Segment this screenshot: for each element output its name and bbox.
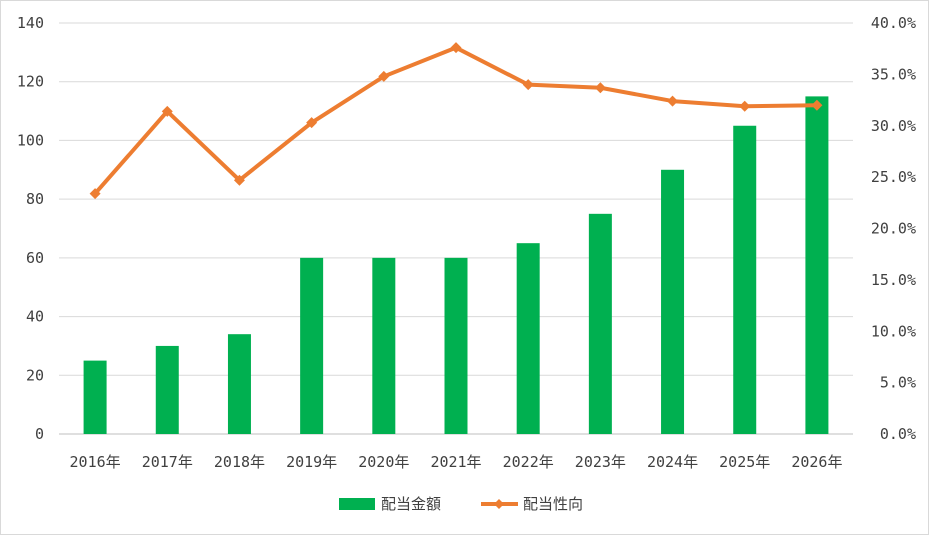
legend-bar-swatch [339, 498, 375, 510]
y-right-tick-label: 35.0% [871, 65, 916, 83]
line-point-marker [161, 105, 173, 117]
bar-series [83, 96, 829, 435]
line-point-marker [522, 79, 534, 91]
x-tick-label: 2020年 [358, 453, 409, 471]
x-tick-label: 2022年 [503, 453, 554, 471]
x-tick-label: 2017年 [142, 453, 193, 471]
y-left-tick-label: 80 [26, 190, 44, 208]
bar [661, 169, 685, 435]
bar [372, 257, 396, 434]
bar [444, 257, 468, 434]
axis-labels: 0 20 40 60 80 100 120 140 0.0% 5.0% 10.0% 15.0% 20.0… [17, 14, 916, 471]
line-point-marker [667, 95, 679, 107]
y-left-tick-label: 100 [17, 131, 44, 149]
line-point-marker [233, 174, 245, 186]
y-left-tick-label: 60 [26, 249, 44, 267]
y-left-tick-label: 0 [35, 425, 44, 443]
bar [516, 243, 540, 434]
legend: 配当金額 配当性向 [339, 495, 583, 513]
legend-line-marker [494, 499, 504, 509]
line-point-marker [594, 82, 606, 94]
x-tick-label: 2026年 [791, 453, 842, 471]
x-tick-label: 2023年 [575, 453, 626, 471]
y-right-tick-label: 0.0% [880, 425, 916, 443]
legend-label-bar: 配当金額 [381, 495, 441, 513]
bar [83, 360, 107, 434]
x-tick-label: 2025年 [719, 453, 770, 471]
y-right-tick-label: 40.0% [871, 14, 916, 32]
y-right-tick-label: 25.0% [871, 168, 916, 186]
bar [588, 213, 612, 434]
bar [733, 125, 757, 434]
x-tick-label: 2021年 [430, 453, 481, 471]
line-path [93, 45, 819, 196]
bar [155, 345, 179, 434]
y-right-tick-label: 15.0% [871, 271, 916, 289]
line-point-marker [89, 188, 101, 200]
y-right-tick-label: 30.0% [871, 117, 916, 135]
y-left-tick-label: 140 [17, 14, 44, 32]
x-tick-label: 2024年 [647, 453, 698, 471]
y-right-tick-label: 10.0% [871, 322, 916, 340]
line-point-marker [450, 42, 462, 54]
y-left-tick-label: 20 [26, 366, 44, 384]
y-left-tick-label: 120 [17, 73, 44, 91]
bar [805, 96, 829, 435]
line-point-marker [378, 70, 390, 82]
x-tick-label: 2016年 [70, 453, 121, 471]
x-tick-label: 2019年 [286, 453, 337, 471]
y-right-tick-label: 20.0% [871, 220, 916, 238]
line-series [89, 42, 823, 200]
line-point-marker [811, 99, 823, 111]
y-right-tick-label: 5.0% [880, 374, 916, 392]
x-tick-label: 2018年 [214, 453, 265, 471]
line-point-marker [739, 100, 751, 112]
bar [300, 257, 324, 434]
legend-label-line: 配当性向 [523, 495, 583, 513]
bar [227, 334, 251, 434]
y-left-tick-label: 40 [26, 308, 44, 326]
line-point-marker [306, 117, 318, 129]
